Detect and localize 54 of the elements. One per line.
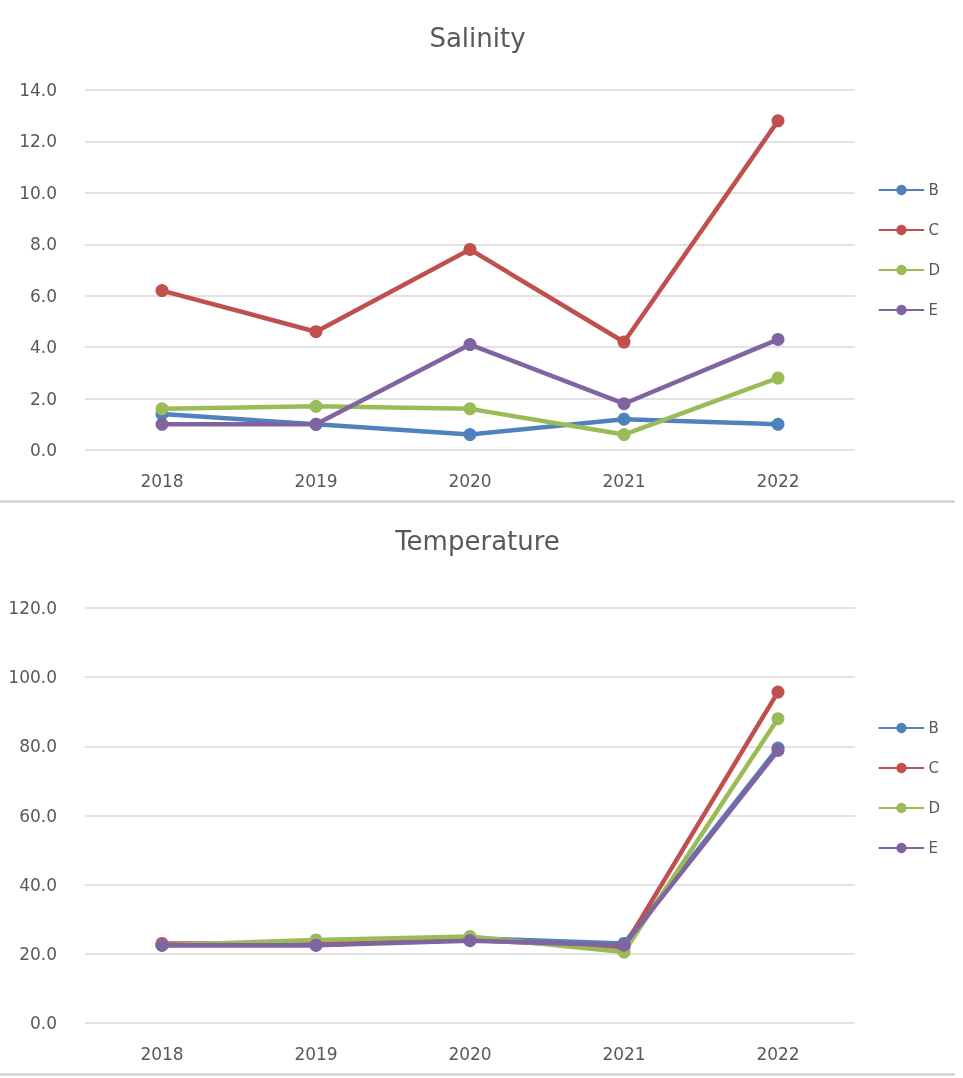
point [771, 114, 785, 128]
y-tick-label: 100.0 [8, 667, 57, 688]
point [155, 402, 169, 416]
chart-title: Salinity [429, 23, 526, 53]
x-tick-label: 2020 [448, 1043, 492, 1064]
y-tick-label: 6.0 [29, 285, 57, 306]
x-tick-label: 2022 [756, 470, 800, 491]
point [617, 335, 631, 349]
legend-label: D [928, 261, 941, 279]
legend-label: C [928, 221, 939, 239]
point [155, 284, 169, 298]
point [771, 685, 785, 699]
point [463, 428, 477, 442]
y-tick-label: 2.0 [29, 388, 57, 409]
y-tick-label: 14.0 [19, 80, 57, 100]
point [155, 417, 169, 431]
point [309, 325, 323, 339]
y-tick-label: 20.0 [19, 943, 57, 964]
point [617, 428, 631, 442]
legend-label: E [928, 301, 938, 319]
y-tick-label: 60.0 [19, 805, 57, 826]
x-tick-label: 2021 [602, 470, 646, 491]
point [309, 399, 323, 413]
x-tick-label: 2021 [602, 1043, 646, 1064]
y-tick-label: 80.0 [19, 736, 57, 757]
x-tick-label: 2019 [294, 1043, 338, 1064]
y-tick-label: 12.0 [19, 131, 57, 152]
y-tick-label: 0.0 [29, 1013, 57, 1033]
x-tick-label: 2022 [756, 1043, 800, 1064]
point [463, 242, 477, 256]
point [463, 338, 477, 352]
point [771, 417, 785, 431]
x-tick-label: 2018 [140, 1043, 184, 1064]
point [617, 397, 631, 411]
point [771, 332, 785, 346]
legend-label: B [928, 181, 939, 199]
x-tick-label: 2019 [294, 470, 338, 491]
y-tick-label: 4.0 [29, 337, 57, 358]
legend-label: C [928, 759, 939, 777]
point [463, 402, 477, 416]
x-tick-label: 2018 [140, 470, 184, 491]
y-tick-label: 0.0 [29, 440, 57, 460]
point [617, 412, 631, 426]
y-tick-label: 10.0 [19, 182, 57, 203]
chart-title: Temperature [394, 526, 560, 556]
point [771, 371, 785, 385]
y-tick-label: 120.0 [8, 598, 57, 618]
legend-label: B [928, 719, 939, 737]
y-tick-label: 8.0 [29, 234, 57, 255]
y-tick-label: 40.0 [19, 874, 57, 895]
point [771, 712, 785, 726]
x-tick-label: 2020 [448, 470, 492, 491]
legend-label: E [928, 839, 938, 857]
legend-label: D [928, 799, 941, 817]
